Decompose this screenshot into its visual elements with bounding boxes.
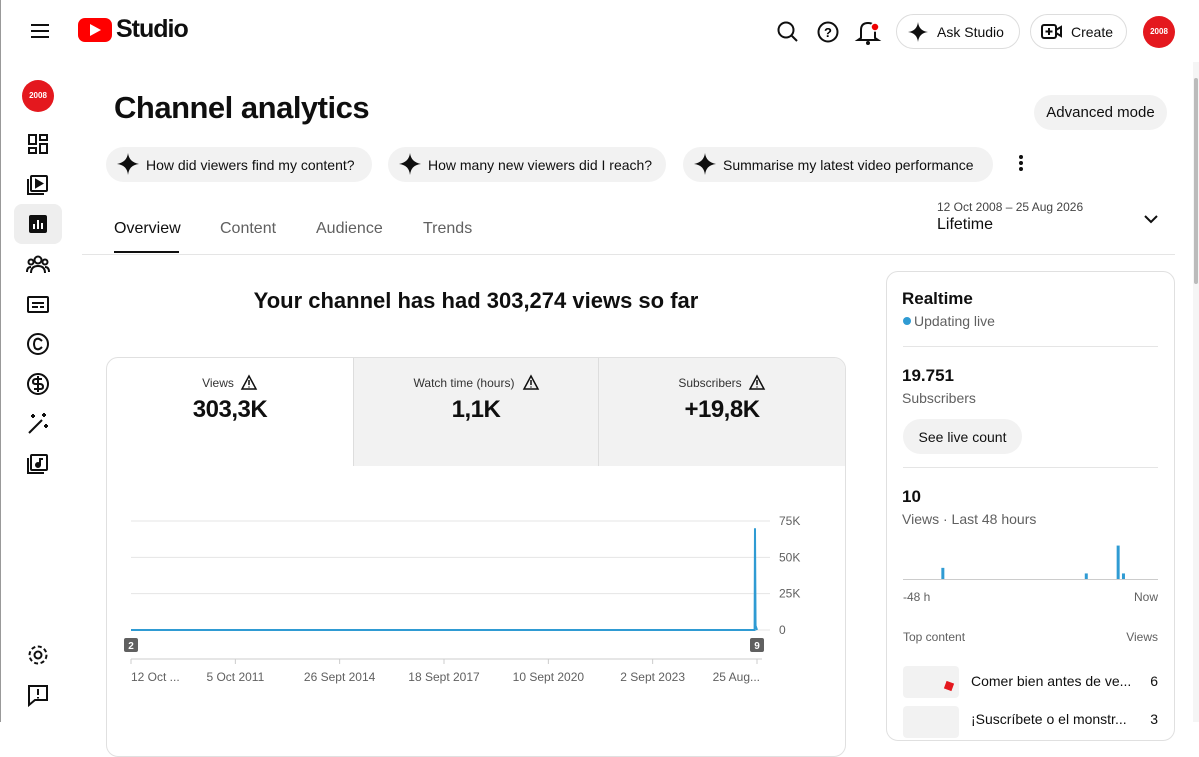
see-live-count-label: See live count xyxy=(918,428,1007,445)
logo-text: Studio xyxy=(116,15,189,43)
nav-audio[interactable] xyxy=(27,454,48,474)
views-count: 10 xyxy=(902,487,921,506)
video-views: 6 xyxy=(1150,673,1158,689)
suggestion-chip[interactable]: Summarise my latest video performance xyxy=(683,147,993,182)
headline: Your channel has had 303,274 views so fa… xyxy=(253,288,699,313)
metric-value: 303,3K xyxy=(192,396,268,423)
views-label: Views · Last 48 hours xyxy=(902,511,1037,527)
overview-card xyxy=(106,357,846,757)
metric-label[interactable]: Subscribers xyxy=(678,376,742,390)
scrollbar[interactable] xyxy=(1193,62,1199,722)
see-live-count-button[interactable]: See live count xyxy=(903,419,1022,454)
tab-indicator xyxy=(114,251,179,253)
advanced-mode-button[interactable]: Advanced mode xyxy=(1034,95,1167,130)
create-icon xyxy=(1041,24,1062,39)
video-thumbnail[interactable] xyxy=(903,706,959,738)
metric-label[interactable]: Watch time (hours) xyxy=(413,376,515,390)
live-dot xyxy=(903,317,911,325)
nav-feedback[interactable] xyxy=(28,685,48,708)
video-title[interactable]: Comer bien antes de ve... xyxy=(971,673,1132,689)
video-views: 3 xyxy=(1150,711,1158,727)
search-icon[interactable] xyxy=(777,21,798,42)
nav-customisation[interactable] xyxy=(28,413,48,434)
logo-play xyxy=(90,24,101,36)
metric-tabs-bg xyxy=(353,358,845,466)
subscriber-label: Subscribers xyxy=(902,390,976,406)
suggestion-text: Summarise my latest video performance xyxy=(723,156,974,173)
realtime-title: Realtime xyxy=(902,289,973,308)
nav-copyright[interactable] xyxy=(27,333,49,355)
scrollbar-thumb[interactable] xyxy=(1194,78,1198,284)
metric-label[interactable]: Views xyxy=(202,376,234,390)
advanced-mode-label: Advanced mode xyxy=(1046,104,1155,121)
nav-community[interactable] xyxy=(26,255,50,274)
chip-icons xyxy=(117,153,1023,175)
date-range: 12 Oct 2008 – 25 Aug 2026 xyxy=(937,200,1084,214)
top-content-views-header: Views xyxy=(1126,630,1158,644)
divider xyxy=(903,467,1158,468)
video-title[interactable]: ¡Suscríbete o el monstr... xyxy=(971,711,1127,727)
warning-icons xyxy=(240,374,766,390)
nav-earn[interactable] xyxy=(27,373,49,395)
divider xyxy=(82,254,1175,255)
svg-text:?: ? xyxy=(824,25,832,40)
window-edge xyxy=(0,0,1,722)
suggestion-text: How did viewers find my content? xyxy=(146,156,355,173)
tab[interactable]: Audience xyxy=(316,220,383,237)
period[interactable]: Lifetime xyxy=(937,216,994,233)
suggestion-chip[interactable]: How many new viewers did I reach? xyxy=(388,147,666,182)
period-dropdown[interactable] xyxy=(1140,210,1162,228)
top-content-title: Top content xyxy=(903,630,966,644)
suggestion-text: How many new viewers did I reach? xyxy=(428,156,653,173)
tab[interactable]: Overview xyxy=(114,220,181,237)
nav-subtitles[interactable] xyxy=(27,296,49,313)
tab[interactable]: Trends xyxy=(423,220,473,237)
tab[interactable]: Content xyxy=(220,220,277,237)
metric-value: +19,8K xyxy=(684,396,760,423)
page-title: Channel analytics xyxy=(114,90,370,125)
menu-icon[interactable] xyxy=(31,24,49,38)
channel-avatar[interactable]: 2008 xyxy=(22,80,54,112)
create-label: Create xyxy=(1071,23,1114,40)
nav-dashboard[interactable] xyxy=(28,134,48,154)
nav-analytics[interactable] xyxy=(29,215,47,233)
nav-content[interactable] xyxy=(27,175,48,195)
header-icons: ? xyxy=(31,18,882,45)
metric-divider xyxy=(598,358,599,466)
account-avatar[interactable]: 2008 xyxy=(1143,16,1175,48)
divider xyxy=(903,346,1158,347)
sidebar-icons xyxy=(26,134,50,708)
nav-settings[interactable] xyxy=(28,645,48,665)
metric-value: 1,1K xyxy=(451,396,501,423)
suggestion-chip[interactable]: How did viewers find my content? xyxy=(106,147,372,182)
metric-divider xyxy=(353,358,354,466)
notifications-icon[interactable] xyxy=(854,21,882,45)
realtime-status: Updating live xyxy=(914,313,995,329)
more-options[interactable] xyxy=(1019,155,1023,171)
help-icon[interactable]: ? xyxy=(817,21,839,43)
subscriber-count: 19.751 xyxy=(902,366,954,385)
ask-studio-label: Ask Studio xyxy=(937,23,1004,40)
sparkle-icon xyxy=(908,22,928,42)
